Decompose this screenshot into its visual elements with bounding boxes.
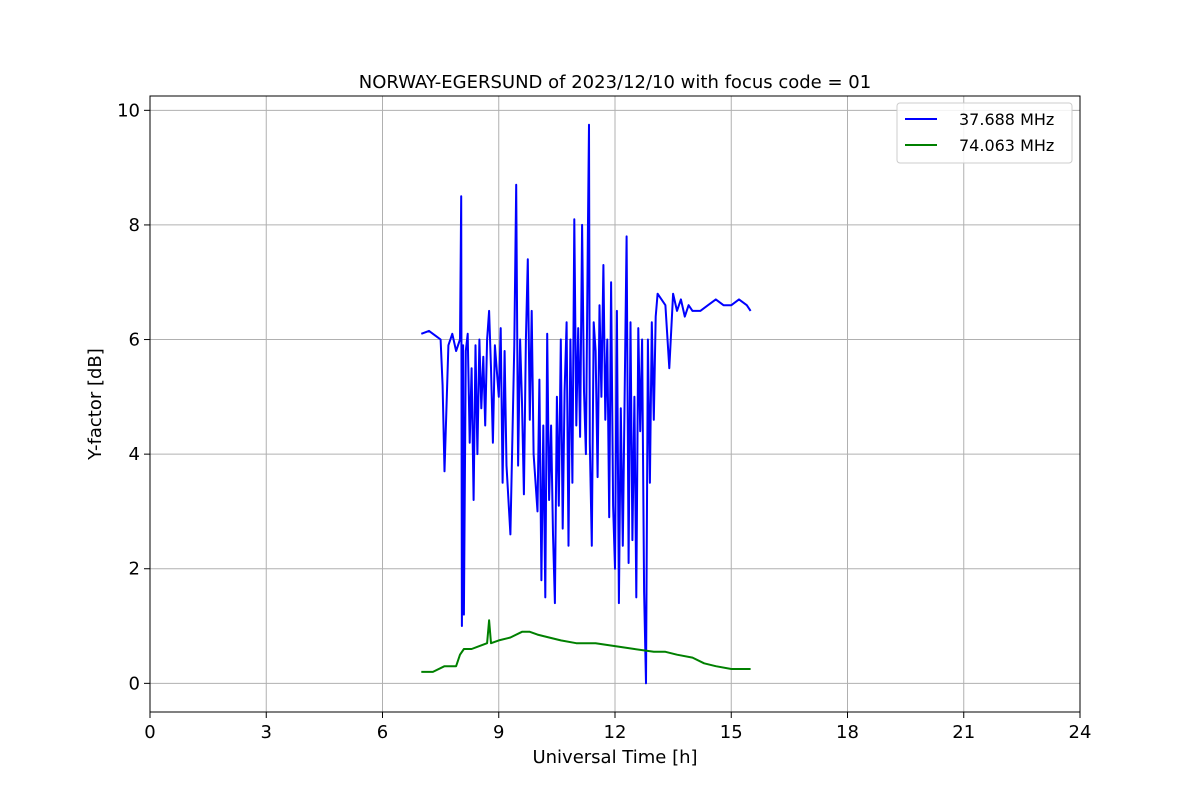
y-tick-label: 4 [129,444,140,465]
y-axis-label: Y-factor [dB] [85,348,106,461]
y-tick-label: 8 [129,215,140,236]
series-line-1 [420,123,752,685]
legend-box [896,102,1073,164]
y-tick-label: 0 [129,673,140,694]
x-tick-label: 0 [144,722,155,743]
y-ticks: 0 2 4 6 8 10 [117,100,150,694]
x-axis-label: Universal Time [h] [532,747,697,768]
y-tick-label: 10 [117,100,140,121]
x-ticks: 0 3 6 9 12 15 18 21 24 [144,712,1091,743]
x-tick-label: 18 [836,722,859,743]
series-layer [420,123,752,685]
x-tick-label: 12 [604,722,627,743]
legend-entry: 37.688 MHz [959,110,1054,129]
x-tick-label: 6 [377,722,388,743]
x-tick-label: 21 [952,722,975,743]
x-tick-label: 9 [493,722,504,743]
x-tick-label: 24 [1069,722,1092,743]
y-tick-label: 2 [129,559,140,580]
legend-entry: 74.063 MHz [959,136,1054,155]
x-tick-label: 3 [261,722,272,743]
legend: 37.688 MHz 74.063 MHz [896,102,1073,164]
series-line-2 [421,619,751,673]
y-tick-label: 6 [129,330,140,351]
chart-title: NORWAY-EGERSUND of 2023/12/10 with focus… [359,72,871,93]
x-tick-label: 15 [720,722,743,743]
